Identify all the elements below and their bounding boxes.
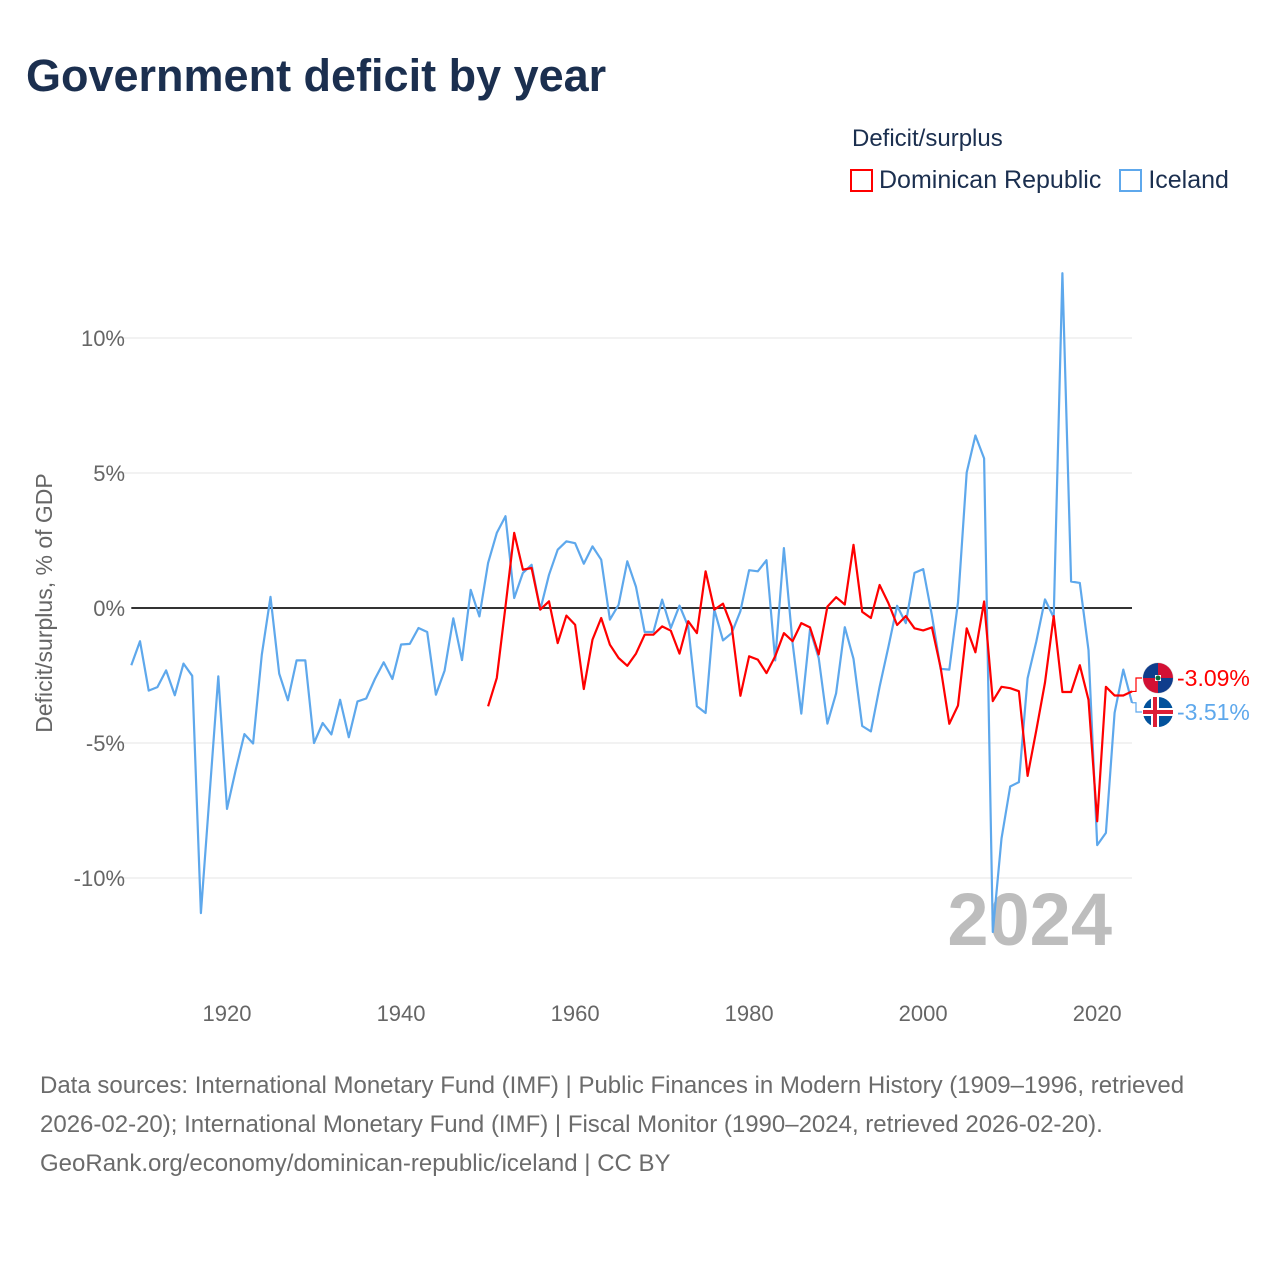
y-tick-label: -5% [86, 731, 125, 756]
legend-label: Dominican Republic [879, 166, 1102, 194]
credit-link[interactable]: GeoRank.org/economy/dominican-republic/i… [40, 1150, 671, 1177]
legend-item-dominican-republic[interactable]: Dominican Republic [850, 166, 1101, 195]
year-watermark: 2024 [947, 878, 1112, 961]
legend-title: Deficit/surplus [852, 125, 1003, 152]
footer: Data sources: International Monetary Fun… [40, 1066, 1240, 1183]
end-label-connector [1132, 702, 1142, 713]
data-sources: Data sources: International Monetary Fun… [40, 1072, 1185, 1138]
y-tick-label: 0% [93, 596, 125, 621]
series-line-iceland [130, 272, 1134, 934]
y-tick-label: 5% [93, 461, 125, 486]
end-value-label: -3.51% [1177, 699, 1250, 725]
series-line-dominican-republic [487, 531, 1133, 823]
flag-quarter [1143, 663, 1158, 678]
flag-emblem [1155, 675, 1161, 681]
y-tick-label: 10% [81, 326, 125, 351]
chart-title: Government deficit by year [26, 50, 607, 101]
end-label-connector [1132, 677, 1142, 693]
flag-quarter [1143, 678, 1158, 693]
flag-cross [1143, 710, 1173, 714]
y-tick-label: -10% [74, 866, 125, 891]
y-axis-label: Deficit/surplus, % of GDP [31, 473, 57, 732]
flag-quarter [1158, 678, 1173, 693]
legend-label: Iceland [1148, 166, 1229, 194]
iceland-flag-icon [1143, 697, 1173, 727]
x-tick-label: 2000 [899, 1001, 948, 1026]
legend-item-iceland[interactable]: Iceland [1119, 166, 1229, 195]
x-tick-label: 1980 [725, 1001, 774, 1026]
flag-cross [1153, 697, 1157, 727]
legend: Dominican Republic Iceland [850, 166, 1229, 195]
flag-quarter [1158, 663, 1173, 678]
x-tick-label: 1940 [377, 1001, 426, 1026]
dominican-republic-flag-icon [1142, 662, 1174, 694]
x-tick-label: 1960 [551, 1001, 600, 1026]
end-value-label: -3.09% [1177, 665, 1250, 691]
x-tick-label: 2020 [1073, 1001, 1122, 1026]
x-tick-label: 1920 [203, 1001, 252, 1026]
legend-swatch [1119, 169, 1143, 192]
legend-swatch [850, 169, 873, 192]
